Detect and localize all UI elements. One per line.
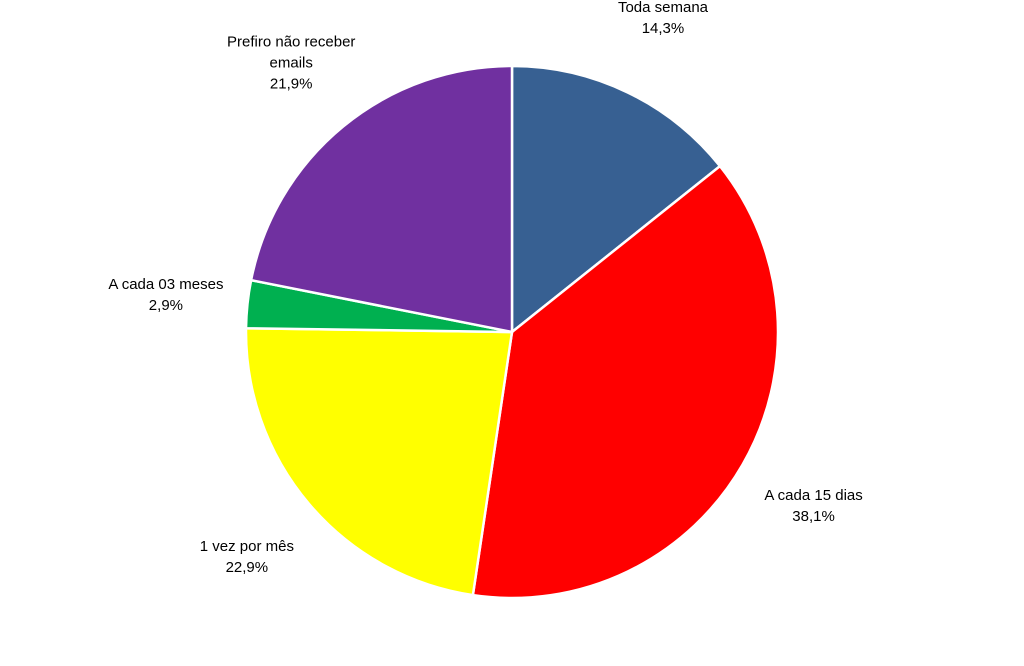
value-label: 14,3% (641, 20, 685, 38)
slice-label: Prefiro não receber emails 21,9% (211, 32, 371, 95)
value-label: 21,9% (269, 75, 313, 93)
slice-label: Toda semana 14,3% (618, 0, 708, 39)
slice-label: A cada 15 dias 38,1% (764, 485, 862, 527)
pie-slice (244, 326, 514, 597)
pie-slice (471, 164, 780, 600)
category-label: A cada 15 dias (764, 486, 863, 504)
value-label: 38,1% (792, 507, 835, 525)
slice-label: 1 vez por mês 22,9% (200, 536, 294, 578)
pie-slice (510, 64, 722, 335)
category-label: Prefiro não receber emails (227, 33, 356, 72)
value-label: 22,9% (225, 559, 269, 577)
category-label: 1 vez por mês (199, 538, 294, 556)
category-label: A cada 03 meses (108, 276, 224, 294)
pie-slice (249, 64, 514, 334)
value-label: 2,9% (148, 297, 184, 315)
slice-label: A cada 03 meses 2,9% (108, 274, 223, 316)
category-label: Toda semana (617, 0, 709, 17)
